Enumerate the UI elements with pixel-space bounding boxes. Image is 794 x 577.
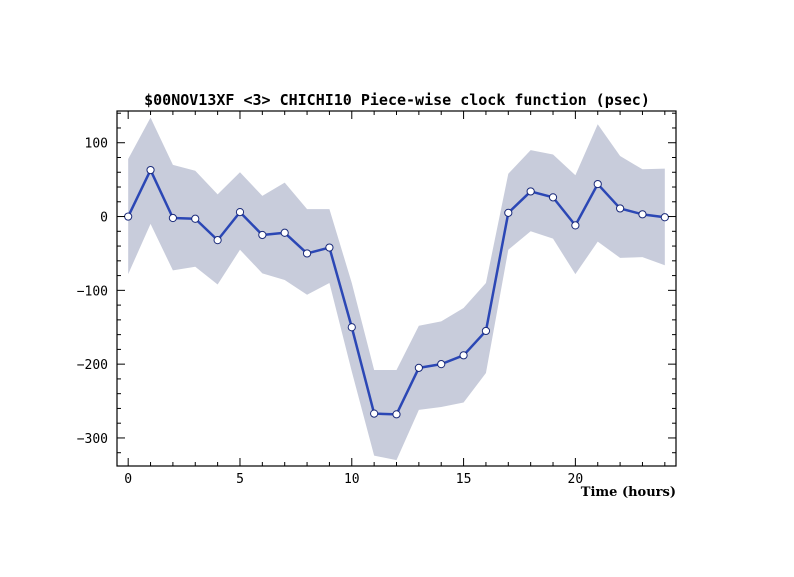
data-point xyxy=(638,210,647,219)
x-tick-label: 10 xyxy=(344,472,360,487)
x-axis-label: Time (hours) xyxy=(581,485,676,500)
x-tick-label: 20 xyxy=(568,472,584,487)
data-point xyxy=(437,360,446,369)
data-point xyxy=(168,213,177,223)
y-tick-label: −200 xyxy=(77,358,108,373)
data-point xyxy=(392,410,401,419)
data-point xyxy=(258,230,267,240)
x-tick-label: 0 xyxy=(124,472,132,487)
chart-title: $00NOV13XF <3> CHICHI10 Piece-wise clock… xyxy=(144,91,650,109)
y-tick-label: −300 xyxy=(77,432,108,447)
data-point xyxy=(146,165,155,175)
data-point xyxy=(325,243,334,252)
data-point xyxy=(235,208,245,217)
data-point xyxy=(302,249,312,258)
data-point xyxy=(660,213,669,222)
data-point xyxy=(347,323,356,332)
y-tick-label: 100 xyxy=(85,137,108,152)
uncertainty-band xyxy=(128,117,665,461)
y-tick-label: −100 xyxy=(77,284,108,299)
data-point xyxy=(459,351,468,360)
axis-ticks-layer xyxy=(117,111,676,466)
uncertainty-band-layer xyxy=(128,117,665,461)
data-points-layer xyxy=(124,165,669,419)
data-point xyxy=(414,363,423,372)
data-point xyxy=(481,326,491,336)
data-point xyxy=(548,193,558,202)
data-point xyxy=(593,179,602,189)
x-tick-label: 15 xyxy=(456,472,472,487)
data-point xyxy=(191,214,200,223)
y-tick-label: 0 xyxy=(100,211,108,226)
data-point xyxy=(571,221,580,230)
data-point xyxy=(124,212,133,221)
tick-labels-layer: 0 5 10 15 20 100 0 −100 −200 −300 xyxy=(77,137,584,487)
data-point xyxy=(370,409,379,418)
data-point xyxy=(280,228,289,237)
data-point xyxy=(526,187,535,196)
data-point xyxy=(616,204,625,213)
data-point xyxy=(213,236,222,245)
data-point xyxy=(504,208,513,217)
x-tick-label: 5 xyxy=(236,472,244,487)
